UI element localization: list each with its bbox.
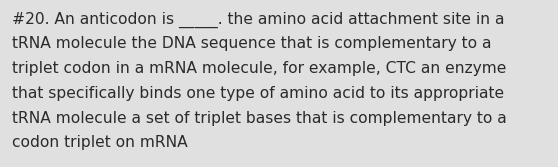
Text: that specifically binds one type of amino acid to its appropriate: that specifically binds one type of amin… [12, 86, 504, 101]
Text: codon triplet on mRNA: codon triplet on mRNA [12, 135, 188, 150]
Text: tRNA molecule the DNA sequence that is complementary to a: tRNA molecule the DNA sequence that is c… [12, 36, 492, 51]
Text: tRNA molecule a set of triplet bases that is complementary to a: tRNA molecule a set of triplet bases tha… [12, 111, 507, 126]
Text: triplet codon in a mRNA molecule, for example, CTC an enzyme: triplet codon in a mRNA molecule, for ex… [12, 61, 507, 76]
Text: #20. An anticodon is _____. the amino acid attachment site in a: #20. An anticodon is _____. the amino ac… [12, 12, 505, 28]
